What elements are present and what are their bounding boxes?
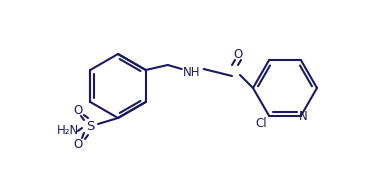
Text: N: N — [299, 110, 307, 123]
Text: S: S — [86, 120, 94, 133]
Text: O: O — [73, 137, 83, 150]
Text: NH: NH — [183, 67, 200, 80]
Text: O: O — [233, 48, 242, 61]
Text: Cl: Cl — [255, 117, 267, 130]
Text: O: O — [73, 103, 83, 116]
Text: H₂N: H₂N — [57, 124, 79, 137]
